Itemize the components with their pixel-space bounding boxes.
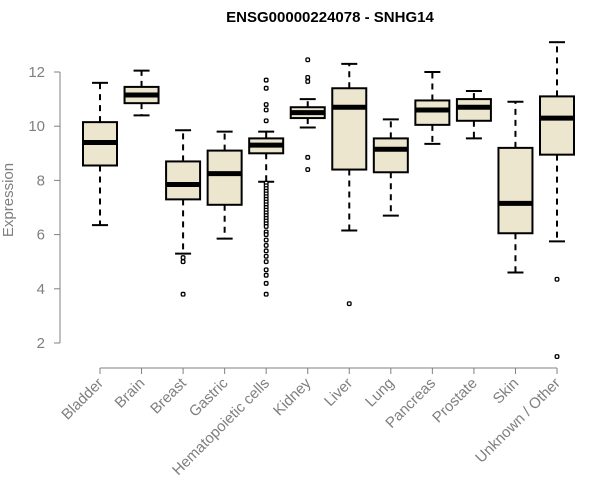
box-group	[123, 69, 160, 117]
box-group	[165, 129, 202, 297]
iqr-box	[455, 98, 492, 122]
y-axis-label: Expression	[0, 163, 17, 237]
iqr-box	[331, 87, 368, 171]
box-group	[82, 81, 118, 227]
outlier-point	[263, 237, 269, 243]
x-tick-label: Prostate	[429, 375, 481, 427]
x-tick-label: Bladder	[58, 375, 107, 424]
box-group	[206, 130, 243, 240]
box-group	[414, 71, 451, 145]
outlier-point	[263, 253, 269, 259]
y-tick-label: 8	[37, 172, 45, 189]
outlier-point	[263, 102, 269, 107]
outlier-point	[263, 267, 269, 273]
outlier-point	[263, 272, 269, 278]
iqr-box	[165, 160, 202, 201]
iqr-box	[497, 146, 534, 235]
outlier-point	[263, 224, 269, 229]
y-tick-label: 10	[28, 118, 45, 135]
outlier-point	[263, 291, 269, 297]
box-group	[372, 118, 409, 217]
outlier-point	[263, 85, 269, 91]
outlier-point	[180, 259, 186, 265]
x-tick-label: Kidney	[270, 374, 315, 419]
x-tick-label: Brain	[112, 375, 149, 412]
iqr-box	[206, 149, 243, 206]
box-group	[331, 62, 368, 307]
iqr-box	[414, 99, 451, 126]
y-axis: 2 4 6 8 10 12	[28, 64, 61, 352]
outlier-point	[263, 118, 269, 124]
x-tick-label: Breast	[147, 374, 190, 417]
y-tick-label: 4	[37, 281, 45, 298]
outlier-point	[305, 154, 311, 160]
chart-title: ENSG00000224078 - SNHG14	[226, 9, 434, 26]
box-group	[539, 41, 575, 359]
iqr-box	[539, 95, 575, 156]
outlier-point	[554, 276, 560, 282]
y-tick-label: 2	[37, 335, 45, 352]
outlier-point	[263, 232, 269, 238]
box-group	[248, 77, 285, 297]
outlier-point	[263, 280, 269, 286]
iqr-box	[372, 137, 409, 174]
outlier-point	[263, 242, 269, 248]
outlier-point	[263, 248, 269, 254]
outlier-point	[305, 167, 311, 173]
outlier-point	[305, 79, 311, 84]
outlier-point	[305, 57, 311, 63]
outlier-point	[263, 107, 269, 113]
outlier-point	[180, 255, 186, 261]
outlier-point	[263, 77, 269, 83]
y-tick-label: 6	[37, 227, 45, 244]
box-group	[497, 100, 534, 274]
x-tick-label: Liver	[321, 375, 356, 410]
outlier-point	[180, 291, 186, 297]
y-tick-label: 12	[28, 64, 45, 81]
outlier-point	[346, 301, 352, 307]
outlier-point	[263, 259, 269, 265]
boxes-layer	[82, 41, 575, 359]
box-group	[455, 89, 492, 140]
x-tick-label: Lung	[362, 375, 398, 411]
outlier-point	[554, 354, 560, 359]
x-tick-label: Skin	[490, 375, 523, 408]
box-group	[289, 57, 326, 173]
outlier-point	[305, 74, 311, 80]
